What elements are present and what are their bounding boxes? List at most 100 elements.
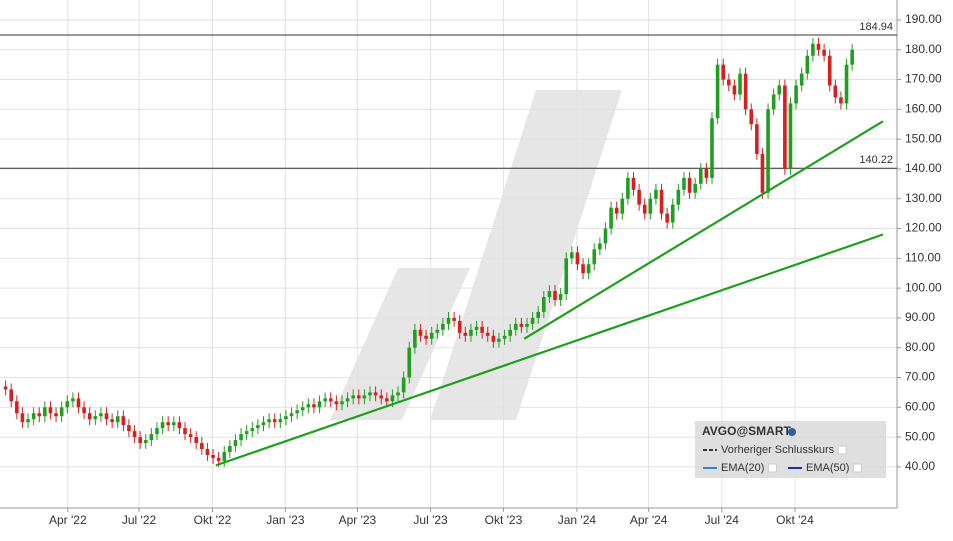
candle-body <box>160 422 165 429</box>
candle-body <box>513 323 518 330</box>
candle-body <box>9 389 14 402</box>
legend-title: AVGO@SMART <box>702 424 791 438</box>
candle-body <box>99 413 103 417</box>
y-tick-label: 120.00 <box>905 221 942 235</box>
candle-body <box>250 428 255 432</box>
candle-body <box>37 413 42 417</box>
candle-body <box>373 392 378 396</box>
candle-body <box>833 85 838 98</box>
candle-body <box>463 332 468 336</box>
candle-body <box>844 64 849 104</box>
candle-body <box>312 404 316 408</box>
candle-body <box>777 85 782 95</box>
candle-body <box>3 386 8 390</box>
candle-body <box>637 189 641 205</box>
candle-body <box>289 413 294 417</box>
y-tick-label: 110.00 <box>905 250 941 264</box>
candle-body <box>435 329 440 333</box>
candle-body <box>536 311 540 318</box>
candle-body <box>614 207 619 214</box>
candle-body <box>48 407 53 414</box>
candle-body <box>127 425 131 432</box>
candle-body <box>446 317 451 324</box>
candle-body <box>525 323 529 327</box>
candle-body <box>704 168 709 178</box>
x-tick-label: Okt '23 <box>485 513 523 527</box>
candle-body <box>827 55 832 86</box>
candle-body <box>418 329 423 336</box>
candle-body <box>396 392 400 396</box>
candle-body <box>357 395 361 399</box>
candle-body <box>424 335 428 339</box>
candle-body <box>771 94 776 110</box>
candle-body <box>631 177 636 190</box>
candle-body <box>508 329 512 336</box>
candle-body <box>216 457 221 461</box>
candle-body <box>385 398 389 402</box>
candle-body <box>166 422 170 426</box>
candle-body <box>670 204 675 223</box>
y-tick-label: 40.00 <box>905 459 935 473</box>
y-tick-label: 50.00 <box>905 429 935 443</box>
candle-body <box>586 264 591 274</box>
candle-body <box>811 43 815 56</box>
candle-body <box>244 431 249 435</box>
candle-body <box>345 398 350 402</box>
candle-body <box>228 446 232 452</box>
candle-body <box>698 168 703 184</box>
y-tick-label: 130.00 <box>905 191 942 205</box>
x-tick-label: Jul '22 <box>122 513 157 527</box>
x-tick-label: Okt '24 <box>776 513 814 527</box>
legend-label: EMA(50) <box>806 462 849 474</box>
candle-body <box>592 249 597 265</box>
candle-body <box>799 73 804 86</box>
candle-body <box>519 323 524 327</box>
candle-body <box>132 431 137 438</box>
candle-body <box>497 338 501 342</box>
candle-body <box>760 154 765 193</box>
candle-body <box>211 454 215 458</box>
candle-body <box>71 398 75 402</box>
trendline <box>215 233 884 467</box>
candle-body <box>687 177 692 193</box>
candle-body <box>766 109 770 193</box>
candle-body <box>794 85 798 104</box>
candle-body <box>104 413 109 420</box>
candle-body <box>530 317 535 324</box>
candle-body <box>732 85 737 95</box>
candle-body <box>284 416 288 420</box>
candle-body <box>328 398 333 402</box>
candle-body <box>205 449 210 455</box>
candle-body <box>93 416 98 420</box>
candle-body <box>15 401 19 414</box>
candle-body <box>272 419 277 423</box>
candle-body <box>642 204 647 214</box>
candle-body <box>177 422 182 429</box>
candle-body <box>413 329 417 348</box>
candle-body <box>183 428 187 435</box>
y-tick-label: 140.00 <box>905 161 942 175</box>
candle-body <box>379 395 384 399</box>
legend: AVGO@SMART Vorheriger Schlusskurs EMA(20) E… <box>695 421 886 478</box>
candle-body <box>648 198 653 214</box>
candle-body <box>407 347 412 378</box>
candle-body <box>65 401 70 408</box>
y-tick-label: 80.00 <box>905 340 935 354</box>
candle-body <box>816 43 821 50</box>
candle-body <box>317 401 322 408</box>
candle-body <box>783 85 787 169</box>
y-tick-label: 90.00 <box>905 310 935 324</box>
candle-body <box>306 404 311 408</box>
candle-body <box>654 189 658 199</box>
candle-body <box>54 413 58 417</box>
candle-body <box>558 294 563 301</box>
candle-body <box>149 434 154 441</box>
candle-body <box>491 335 496 342</box>
candle-body <box>850 49 854 65</box>
candle-body <box>441 323 445 330</box>
x-tick-label: Jan '23 <box>266 513 305 527</box>
candle-body <box>26 419 30 423</box>
candle-body <box>553 291 557 301</box>
candle-body <box>233 440 238 447</box>
candle-body <box>469 329 473 336</box>
